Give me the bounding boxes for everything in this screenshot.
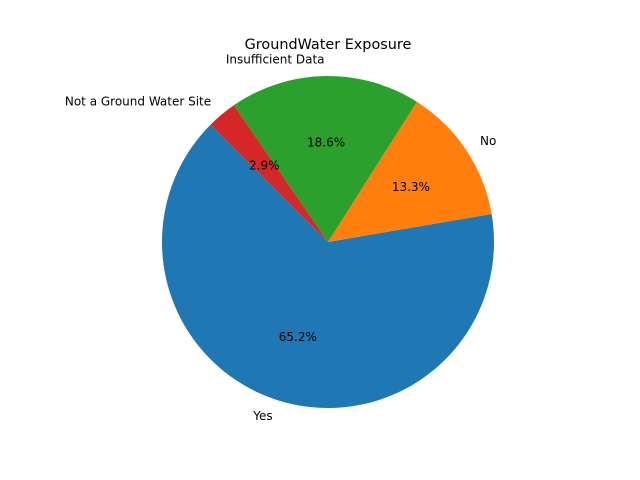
- chart-title: GroundWater Exposure: [245, 37, 412, 53]
- slice-label: No: [480, 134, 496, 148]
- pie-slice-not-a-ground-water-site: [210, 105, 328, 243]
- pie-slice-yes: [162, 124, 494, 409]
- pie-slice-insufficient-data: [233, 76, 417, 242]
- slice-percent-label: 65.2%: [279, 330, 317, 344]
- slice-percent-label: 18.6%: [307, 135, 345, 149]
- slice-percent-label: 13.3%: [392, 180, 430, 194]
- pie-slice-no: [328, 101, 492, 242]
- slice-label: Not a Ground Water Site: [65, 95, 211, 109]
- slice-label: Yes: [252, 409, 272, 423]
- slice-percent-label: 2.9%: [249, 158, 280, 172]
- slice-label: Insufficient Data: [226, 52, 325, 66]
